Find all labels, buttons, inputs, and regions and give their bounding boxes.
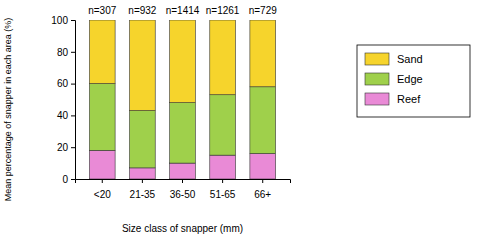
- y-axis-title: Mean percentage of snapper in each area …: [3, 18, 13, 202]
- tick: <20: [94, 179, 111, 200]
- tick: 80: [57, 47, 75, 58]
- tick-mark: [71, 20, 75, 21]
- bar-segment: [170, 103, 196, 163]
- annotation: n=307: [88, 5, 117, 16]
- tick: 100: [51, 15, 75, 26]
- bar-segment: [170, 163, 196, 179]
- tick-label: 20: [57, 142, 69, 153]
- tick: 20: [57, 142, 75, 153]
- bar-segment: [89, 20, 115, 84]
- tick: 60: [57, 78, 75, 89]
- tick: 40: [57, 110, 75, 121]
- legend-box: [357, 45, 470, 117]
- bar-segment: [89, 150, 115, 179]
- tick-label: 100: [51, 15, 68, 26]
- annotation: n=1414: [166, 5, 200, 16]
- tick-mark: [262, 179, 263, 183]
- bar-segment: [210, 95, 236, 155]
- bar-segment: [210, 20, 236, 95]
- bar-segment: [130, 168, 156, 179]
- tick-label: 60: [57, 78, 69, 89]
- x-axis: <20 21-35 36-50 51-65 66+: [76, 179, 291, 200]
- bar-segment: [130, 20, 156, 111]
- tick: 36-50: [170, 179, 196, 200]
- axis-line: [71, 21, 76, 180]
- tick-label: 66+: [254, 189, 271, 200]
- chart: 0 20 40 60 80 100 <20 21-35 36-50 51-65 66+ Size cl…: [0, 0, 500, 242]
- annotation: n=932: [128, 5, 157, 16]
- bar-segment: [130, 111, 156, 168]
- tick-mark: [71, 179, 75, 180]
- tick-label: 80: [57, 47, 69, 58]
- bar-segment: [170, 20, 196, 103]
- bar-segment: [250, 154, 276, 179]
- tick: 0: [62, 174, 75, 185]
- bar-segment: [250, 20, 276, 87]
- tick-label: 36-50: [170, 189, 196, 200]
- tick-label: 40: [57, 110, 69, 121]
- tick: 66+: [254, 179, 271, 200]
- x-axis-title: Size class of snapper (mm): [122, 223, 243, 234]
- legend-swatch: [365, 53, 389, 65]
- bar-segment: [250, 87, 276, 154]
- tick-mark: [71, 52, 75, 53]
- tick-label: 51-65: [210, 189, 236, 200]
- tick-label: 21-35: [130, 189, 156, 200]
- bar-segment: [210, 155, 236, 179]
- bars: [89, 20, 275, 179]
- tick-mark: [182, 179, 183, 183]
- annotation: n=729: [249, 5, 278, 16]
- axis-line: [76, 180, 291, 184]
- tick-mark: [142, 179, 143, 183]
- tick-mark: [102, 179, 103, 183]
- tick-label: <20: [94, 189, 111, 200]
- legend-label: Edge: [397, 73, 423, 85]
- legend: Sand Edge Reef: [357, 45, 470, 117]
- tick-mark: [71, 147, 75, 148]
- tick-mark: [71, 115, 75, 116]
- annotation: n=1261: [206, 5, 240, 16]
- y-axis: 0 20 40 60 80 100: [51, 15, 75, 185]
- tick-mark: [222, 179, 223, 183]
- tick-label: 0: [62, 174, 68, 185]
- bar-segment: [89, 84, 115, 151]
- legend-swatch: [365, 73, 389, 85]
- legend-label: Sand: [397, 53, 423, 65]
- legend-swatch: [365, 93, 389, 105]
- tick: 21-35: [130, 179, 156, 200]
- legend-label: Reef: [397, 93, 421, 105]
- tick-mark: [71, 84, 75, 85]
- tick: 51-65: [210, 179, 236, 200]
